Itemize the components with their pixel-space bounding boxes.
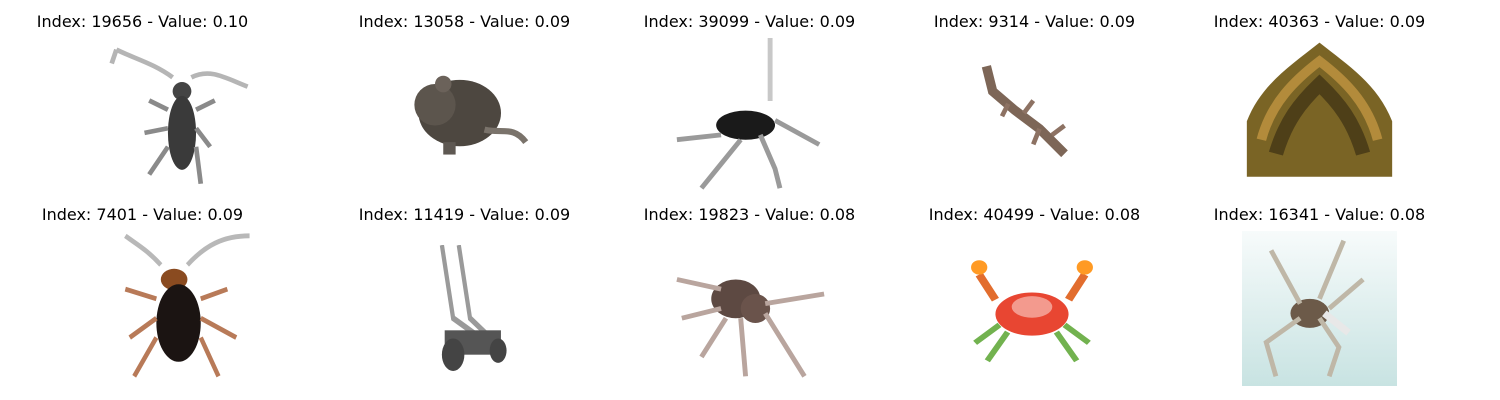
lizard-image <box>977 60 1077 160</box>
tile-caption: Index: 11419 - Value: 0.09 <box>358 205 571 224</box>
tile-8: Index: 19823 - Value: 0.08 <box>607 193 892 386</box>
tile-caption: Index: 40363 - Value: 0.09 <box>1213 12 1426 31</box>
tile-caption: Index: 40499 - Value: 0.08 <box>928 205 1141 224</box>
tile-9: Index: 40499 - Value: 0.08 <box>892 193 1177 383</box>
spider-on-blue-image <box>1242 231 1397 386</box>
tile-caption: Index: 9314 - Value: 0.09 <box>933 12 1136 31</box>
tile-caption: Index: 39099 - Value: 0.09 <box>643 12 856 31</box>
mouse-image <box>402 55 534 167</box>
beetle-image <box>107 45 257 193</box>
tile-5: Index: 40363 - Value: 0.09 <box>1177 0 1462 190</box>
tile-6: Index: 7401 - Value: 0.09 <box>0 193 285 386</box>
tile-7: Index: 11419 - Value: 0.09 <box>322 193 607 383</box>
tile-caption: Index: 16341 - Value: 0.08 <box>1213 205 1426 224</box>
tile-caption: Index: 13058 - Value: 0.09 <box>358 12 571 31</box>
crab-image <box>967 253 1097 368</box>
tile-2: Index: 13058 - Value: 0.09 <box>322 0 607 190</box>
spider-image <box>672 231 829 386</box>
tile-4: Index: 9314 - Value: 0.09 <box>892 0 1177 190</box>
tile-caption: Index: 7401 - Value: 0.09 <box>41 205 244 224</box>
caterpillar-image <box>1242 38 1397 186</box>
tile-caption: Index: 19823 - Value: 0.08 <box>643 205 856 224</box>
cricket-image <box>672 38 829 193</box>
tile-3: Index: 39099 - Value: 0.09 <box>607 0 892 193</box>
tile-10: Index: 16341 - Value: 0.08 <box>1177 193 1462 386</box>
cockroach-image <box>112 231 254 386</box>
tile-1: Index: 19656 - Value: 0.10 <box>0 0 285 193</box>
lawn-mower-image <box>425 245 515 375</box>
tile-caption: Index: 19656 - Value: 0.10 <box>36 12 249 31</box>
